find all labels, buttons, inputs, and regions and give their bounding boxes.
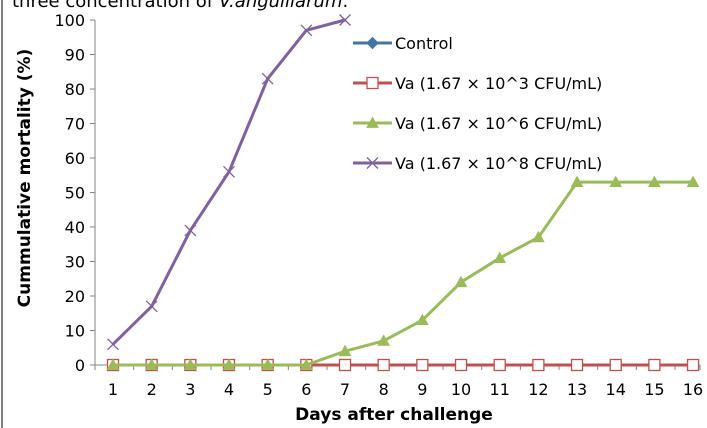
legend: Control Va (1.67 × 10^3 CFU/mL) Va (1.67 ×… bbox=[353, 34, 602, 173]
y-axis-title: Cummulative mortality (%) bbox=[15, 49, 35, 308]
caption-suffix: . bbox=[342, 0, 349, 12]
x-axis-title: Days after challenge bbox=[295, 405, 493, 425]
x-tick-label: 5 bbox=[263, 380, 273, 399]
series-line bbox=[113, 180, 694, 367]
legend-marker bbox=[366, 76, 379, 90]
y-tick-label: 80 bbox=[65, 80, 85, 99]
x-tick-label: 2 bbox=[147, 380, 157, 399]
caption-species: V.anguillarum bbox=[218, 0, 343, 12]
data-point bbox=[377, 334, 391, 346]
x-tick-label: 15 bbox=[644, 380, 664, 399]
legend-label: Va (1.67 × 10^6 CFU/mL) bbox=[395, 114, 602, 133]
data-point bbox=[261, 72, 274, 85]
x-tick-label: 11 bbox=[490, 380, 510, 399]
y-tick-label: 60 bbox=[65, 149, 85, 168]
data-point bbox=[493, 251, 507, 263]
y-tick-label: 20 bbox=[65, 287, 85, 306]
data-point bbox=[609, 358, 622, 372]
y-tick-label: 100 bbox=[54, 11, 85, 30]
y-tick-label: 90 bbox=[65, 46, 85, 65]
data-point bbox=[570, 358, 584, 372]
data-point bbox=[686, 175, 700, 188]
data-point bbox=[648, 358, 661, 372]
x-tick-label: 10 bbox=[451, 380, 471, 399]
marker-stroke bbox=[300, 24, 313, 37]
y-tick-label: 10 bbox=[65, 322, 85, 341]
series-3 bbox=[106, 175, 700, 370]
marker-stroke bbox=[261, 72, 274, 85]
data-point bbox=[338, 344, 352, 357]
legend-entry: Va (1.67 × 10^6 CFU/mL) bbox=[353, 114, 602, 133]
x-tick-label: 13 bbox=[567, 380, 587, 399]
data-point bbox=[686, 358, 700, 372]
legend-entry: Va (1.67 × 10^8 CFU/mL) bbox=[353, 154, 602, 173]
y-tick-label: 40 bbox=[65, 218, 85, 237]
legend-label: Va (1.67 × 10^8 CFU/mL) bbox=[395, 154, 602, 173]
data-point bbox=[416, 313, 429, 326]
data-point bbox=[454, 358, 468, 372]
data-point bbox=[377, 358, 390, 372]
y-tick-label: 30 bbox=[65, 253, 85, 272]
data-point bbox=[107, 338, 119, 351]
x-tick-label: 7 bbox=[340, 380, 350, 399]
data-point bbox=[223, 165, 235, 178]
figure-caption-fragment: three concentration of V.anguillarum. bbox=[12, 0, 348, 12]
data-point bbox=[532, 230, 545, 243]
data-point bbox=[648, 175, 661, 188]
data-point bbox=[183, 358, 197, 370]
x-tick-label: 1 bbox=[108, 380, 118, 399]
caption-prefix: three concentration of bbox=[12, 0, 219, 12]
marker-stroke bbox=[366, 157, 379, 169]
data-point bbox=[300, 24, 313, 37]
x-tick-label: 12 bbox=[528, 380, 548, 399]
marker-stroke bbox=[223, 165, 235, 178]
x-tick-label: 8 bbox=[379, 380, 389, 399]
marker-stroke bbox=[184, 224, 197, 237]
legend-marker bbox=[366, 116, 379, 128]
data-point bbox=[261, 358, 275, 370]
data-point bbox=[106, 358, 120, 370]
legend-label: Control bbox=[395, 34, 453, 53]
data-point bbox=[184, 224, 197, 237]
data-point bbox=[570, 175, 584, 188]
data-point bbox=[454, 275, 468, 288]
marker-stroke bbox=[107, 338, 119, 351]
data-point bbox=[416, 358, 429, 372]
series-4 bbox=[107, 14, 351, 351]
x-tick-label: 6 bbox=[301, 380, 311, 399]
x-tick-label: 16 bbox=[683, 380, 703, 399]
series-layer bbox=[106, 14, 700, 372]
data-point bbox=[300, 358, 313, 370]
x-tick-label: 4 bbox=[224, 380, 234, 399]
legend-marker bbox=[366, 157, 379, 169]
x-tick-label: 14 bbox=[606, 380, 626, 399]
y-tick-label: 0 bbox=[75, 356, 85, 375]
data-point bbox=[609, 175, 623, 188]
legend-entry: Control bbox=[353, 34, 453, 53]
legend-marker bbox=[366, 36, 379, 50]
data-point bbox=[339, 14, 351, 26]
marker-stroke bbox=[145, 300, 158, 313]
data-point bbox=[493, 358, 506, 372]
x-tick-label: 9 bbox=[417, 380, 427, 399]
series-line bbox=[111, 18, 346, 346]
legend-label: Va (1.67 × 10^3 CFU/mL) bbox=[395, 74, 602, 93]
x-tick-label: 3 bbox=[185, 380, 195, 399]
y-tick-label: 50 bbox=[65, 184, 85, 203]
data-point bbox=[338, 358, 352, 372]
y-tick-label: 70 bbox=[65, 115, 85, 134]
data-point bbox=[145, 300, 158, 313]
marker-stroke bbox=[339, 14, 351, 26]
data-point bbox=[532, 358, 545, 372]
legend-entry: Va (1.67 × 10^3 CFU/mL) bbox=[353, 74, 602, 93]
data-point bbox=[145, 358, 159, 370]
data-point bbox=[222, 358, 236, 370]
